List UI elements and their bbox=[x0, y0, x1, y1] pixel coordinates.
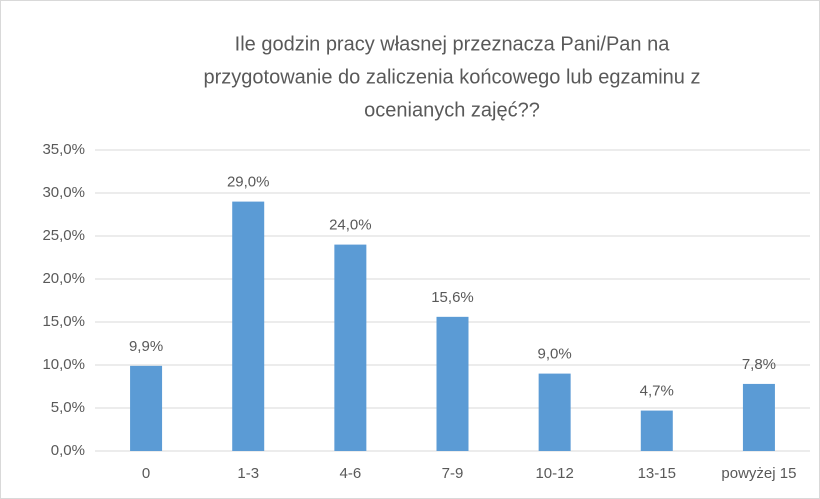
x-tick-label: 4-6 bbox=[340, 465, 362, 482]
x-tick-label: 10-12 bbox=[535, 465, 573, 482]
y-tick-label: 0,0% bbox=[51, 442, 85, 459]
bar bbox=[640, 410, 673, 451]
y-tick-label: 15,0% bbox=[42, 313, 85, 330]
bar bbox=[538, 373, 571, 451]
bar bbox=[436, 316, 469, 451]
data-label: 7,8% bbox=[742, 356, 776, 373]
data-label: 29,0% bbox=[227, 174, 270, 191]
bar bbox=[232, 201, 265, 451]
bar bbox=[130, 365, 163, 451]
chart-title: Ile godzin pracy własnej przeznacza Pani… bbox=[235, 33, 671, 55]
y-tick-label: 30,0% bbox=[42, 184, 85, 201]
y-tick-label: 35,0% bbox=[42, 141, 85, 158]
bar bbox=[742, 383, 775, 451]
x-tick-label: 7-9 bbox=[442, 465, 464, 482]
x-tick-label: powyżej 15 bbox=[721, 465, 796, 482]
y-tick-label: 25,0% bbox=[42, 227, 85, 244]
x-tick-label: 0 bbox=[142, 465, 150, 482]
data-label: 9,0% bbox=[538, 346, 572, 363]
y-tick-label: 20,0% bbox=[42, 270, 85, 287]
y-tick-label: 5,0% bbox=[51, 399, 85, 416]
data-label: 9,9% bbox=[129, 338, 163, 355]
data-label: 24,0% bbox=[329, 217, 372, 234]
x-tick-label: 1-3 bbox=[237, 465, 259, 482]
data-label: 15,6% bbox=[431, 289, 474, 306]
y-tick-label: 10,0% bbox=[42, 356, 85, 373]
bar bbox=[334, 244, 367, 451]
data-label: 4,7% bbox=[640, 383, 674, 400]
x-tick-label: 13-15 bbox=[638, 465, 676, 482]
chart-title: przygotowanie do zaliczenia końcowego lu… bbox=[204, 66, 701, 88]
chart-title: ocenianych zajęć?? bbox=[364, 99, 540, 121]
